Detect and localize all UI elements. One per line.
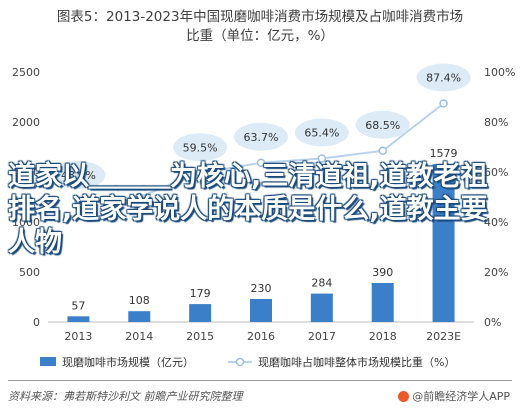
x-tick-label: 2014 — [125, 330, 153, 343]
share-label-bubble — [173, 133, 228, 162]
share-label: 68.5% — [365, 119, 400, 132]
bar-value-label: 1579 — [430, 147, 458, 160]
x-tick-label: 2015 — [186, 330, 214, 343]
bar-value-label: 284 — [311, 277, 332, 290]
legend-bar-swatch — [40, 357, 56, 366]
bar — [310, 293, 333, 322]
bar-value-label: 108 — [129, 294, 150, 307]
bar-value-label: 230 — [251, 282, 272, 295]
brand-logo-icon — [398, 390, 410, 402]
bar — [371, 283, 394, 322]
bar — [128, 311, 151, 322]
x-tick-label: 2013 — [64, 330, 92, 343]
y-right-tick-label: 0% — [484, 316, 501, 329]
share-label: 87.4% — [426, 72, 461, 85]
bar — [432, 164, 455, 322]
share-label-bubble — [234, 122, 288, 151]
source-note: 资料来源：弗若斯特沙利文 前瞻产业研究院整理 — [8, 390, 243, 403]
x-tick-label: 2016 — [247, 330, 275, 343]
bar-value-label: 179 — [190, 287, 211, 300]
legend-bar-label: 现磨咖啡市场规模（亿元） — [62, 355, 194, 369]
line-point — [439, 99, 448, 108]
bar — [250, 299, 272, 322]
y-right-tick-label: 80% — [484, 116, 508, 129]
x-tick-label: 2023E — [426, 330, 461, 343]
line-point — [256, 158, 266, 167]
y-left-tick-label: 2500 — [12, 66, 40, 79]
footer-divider — [8, 380, 512, 381]
y-left-tick-label: 1000 — [12, 216, 40, 229]
y-left-tick-label: 500 — [19, 266, 40, 279]
line-point — [135, 192, 144, 202]
x-tick-label: 2018 — [369, 330, 397, 343]
bar — [67, 316, 90, 322]
bar — [189, 304, 212, 322]
brand-mark: @前瞻经济学人APP — [398, 388, 510, 404]
line-point — [195, 169, 205, 178]
chart-title-line2: 比重（单位：亿元，%） — [186, 28, 334, 44]
line-point — [317, 154, 327, 163]
share-label-bubble — [416, 63, 471, 92]
share-label: 48.4% — [61, 169, 96, 182]
legend-line-marker — [235, 357, 245, 367]
x-tick-label: 2017 — [308, 330, 336, 343]
bar-value-label: 390 — [372, 266, 393, 279]
y-right-tick-label: 20% — [484, 266, 508, 279]
brand-label: @前瞻经济学人APP — [412, 390, 510, 403]
share-label-bubble — [51, 161, 106, 189]
y-left-tick-label: 2000 — [12, 116, 40, 129]
y-left-tick-label: 1500 — [12, 166, 40, 179]
chart-canvas: 0 500 1000 1500 2000 2500 0% 20% 40% 60% 80% 100% 57… — [12, 63, 515, 369]
y-right-tick-label: 60% — [484, 166, 508, 179]
share-label: 59.5% — [183, 141, 218, 154]
chart-title-line1: 图表5：2013-2023年中国现磨咖啡消费市场规模及占咖啡消费市场 — [56, 9, 464, 25]
bar-value-label: 57 — [71, 299, 85, 312]
y-right-tick-label: 100% — [484, 66, 515, 79]
share-label-bubble — [355, 110, 410, 139]
share-label: 63.7% — [244, 131, 279, 144]
y-right-tick-label: 40% — [484, 216, 508, 229]
share-label-bubble — [294, 118, 349, 147]
legend-line-label: 现磨咖啡占咖啡整体市场规模比重（%） — [258, 355, 455, 369]
chart-title: 图表5：2013-2023年中国现磨咖啡消费市场规模及占咖啡消费市场 比重（单位… — [0, 8, 520, 46]
y-left-tick-label: 0 — [33, 316, 40, 329]
line-point — [74, 196, 83, 206]
share-label: 65.4% — [304, 127, 339, 140]
line-point — [378, 146, 387, 155]
